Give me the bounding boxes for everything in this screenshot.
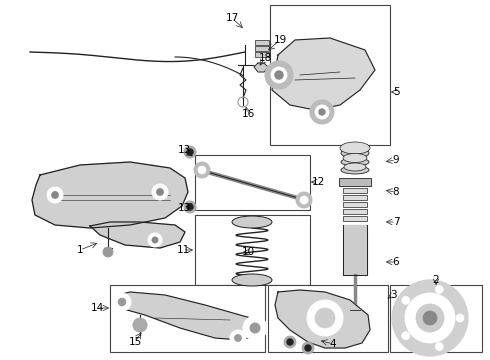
Circle shape (416, 304, 444, 332)
Circle shape (184, 201, 196, 213)
Text: 8: 8 (392, 187, 399, 197)
Circle shape (187, 204, 193, 210)
Circle shape (315, 308, 335, 328)
Text: 18: 18 (258, 53, 271, 63)
Ellipse shape (340, 142, 370, 154)
Circle shape (152, 237, 158, 243)
Text: 6: 6 (392, 257, 399, 267)
Circle shape (435, 342, 443, 351)
Bar (343, 188, 367, 193)
Text: 13: 13 (177, 145, 191, 155)
Text: 12: 12 (311, 177, 325, 187)
Bar (195, 155, 310, 210)
Circle shape (133, 318, 147, 332)
Ellipse shape (341, 166, 369, 174)
Circle shape (305, 345, 311, 351)
Circle shape (302, 342, 314, 354)
Bar (255, 52, 269, 57)
Circle shape (319, 109, 325, 115)
Bar (343, 209, 367, 214)
Text: 2: 2 (433, 275, 440, 285)
Bar (270, 5, 390, 145)
Text: 7: 7 (392, 217, 399, 227)
Bar (343, 195, 367, 200)
Text: 16: 16 (242, 109, 255, 119)
Circle shape (271, 67, 287, 83)
Circle shape (250, 323, 260, 333)
Ellipse shape (343, 153, 367, 162)
Circle shape (310, 100, 334, 124)
Bar (255, 46, 269, 51)
Ellipse shape (232, 216, 272, 228)
Bar (195, 215, 310, 285)
Text: 9: 9 (392, 155, 399, 165)
Circle shape (243, 316, 267, 340)
Circle shape (456, 314, 464, 322)
Bar (339, 178, 371, 186)
Circle shape (235, 335, 241, 341)
Circle shape (402, 332, 410, 339)
Text: 5: 5 (392, 87, 399, 97)
Polygon shape (90, 222, 185, 248)
Circle shape (405, 293, 455, 343)
Text: 11: 11 (176, 245, 190, 255)
Circle shape (148, 233, 162, 247)
Circle shape (157, 189, 163, 195)
Circle shape (284, 336, 296, 348)
Circle shape (265, 61, 293, 89)
Text: 1: 1 (77, 245, 83, 255)
Ellipse shape (344, 163, 366, 171)
Circle shape (52, 192, 58, 198)
Circle shape (307, 300, 343, 336)
Circle shape (300, 196, 308, 204)
Bar (268, 285, 388, 352)
Circle shape (296, 192, 312, 208)
Polygon shape (115, 292, 262, 340)
Circle shape (287, 339, 293, 345)
Circle shape (230, 330, 246, 346)
Circle shape (392, 280, 468, 356)
Circle shape (435, 285, 443, 293)
Polygon shape (254, 63, 268, 72)
Circle shape (184, 146, 196, 158)
Polygon shape (272, 38, 375, 110)
Text: 17: 17 (225, 13, 239, 23)
Polygon shape (275, 290, 370, 348)
Circle shape (103, 247, 113, 257)
Bar (390, 285, 482, 352)
Circle shape (402, 296, 410, 304)
Circle shape (47, 187, 63, 203)
Circle shape (423, 311, 437, 325)
Text: 19: 19 (273, 35, 287, 45)
Circle shape (198, 166, 206, 174)
Ellipse shape (232, 274, 272, 286)
Text: 10: 10 (242, 247, 255, 257)
Circle shape (113, 293, 131, 311)
Circle shape (187, 149, 193, 155)
Bar (343, 202, 367, 207)
Ellipse shape (341, 148, 369, 158)
Circle shape (152, 184, 168, 200)
Text: 15: 15 (128, 337, 142, 347)
Text: 13: 13 (177, 203, 191, 213)
Text: 3: 3 (390, 290, 396, 300)
Polygon shape (32, 162, 188, 228)
Ellipse shape (341, 158, 369, 166)
Circle shape (315, 105, 329, 119)
Text: 14: 14 (90, 303, 103, 313)
Bar (343, 216, 367, 221)
Text: 4: 4 (330, 339, 336, 349)
Circle shape (194, 162, 210, 178)
Circle shape (119, 298, 125, 306)
Circle shape (275, 71, 283, 79)
Bar (110, 285, 265, 352)
Bar (255, 40, 269, 45)
